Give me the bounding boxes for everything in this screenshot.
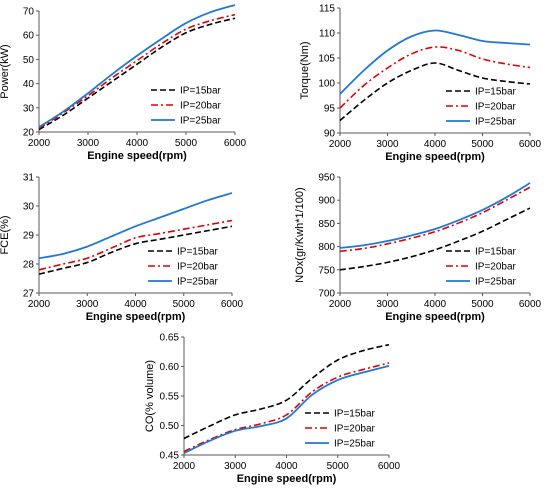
y-tick-label: 0.50 xyxy=(160,421,180,432)
x-tick-label: 2000 xyxy=(329,139,352,150)
y-tick-label: 105 xyxy=(318,54,335,65)
x-axis-title: Engine speed(rpm) xyxy=(87,150,187,162)
series-line xyxy=(38,13,236,130)
x-tick-label: 5000 xyxy=(175,138,198,149)
x-tick-label: 6000 xyxy=(378,461,401,472)
chart-panel: 0.45 0.50 0.55 0.60 0.65 2000 3000 4000 5000 6000… xyxy=(144,333,401,486)
x-tick-label: 2000 xyxy=(173,461,196,472)
chart-panel: 700 750 800 850 900 950 2000 3000 4000 5000 6000 En… xyxy=(294,173,542,324)
x-tick-label: 5000 xyxy=(173,299,196,310)
y-axis-title: Power(kW) xyxy=(0,44,11,98)
x-tick-label: 3000 xyxy=(76,299,99,310)
series-line xyxy=(339,62,531,122)
legend-label: IP=20bar xyxy=(180,101,222,112)
x-tick-label: 6000 xyxy=(519,299,542,310)
x-tick-label: 2000 xyxy=(28,299,51,310)
series-line xyxy=(38,4,236,128)
y-tick-label: 90 xyxy=(324,129,336,140)
series-line xyxy=(183,365,390,455)
legend-label: IP=25bar xyxy=(475,277,517,288)
series-line xyxy=(38,17,236,131)
y-tick-label: 60 xyxy=(23,31,35,42)
legend-label: IP=25bar xyxy=(475,117,517,128)
series-line xyxy=(339,186,531,253)
series-line xyxy=(38,192,233,260)
y-axis-title: Torque(Nm) xyxy=(299,41,311,99)
y-axis-title: FCE(%) xyxy=(0,215,11,254)
y-tick-label: 900 xyxy=(318,196,335,207)
series-line xyxy=(339,182,531,249)
x-tick-label: 2000 xyxy=(329,299,352,310)
series-line xyxy=(183,362,390,453)
legend-label: IP=20bar xyxy=(334,424,376,435)
legend-label: IP=15bar xyxy=(177,247,219,258)
series-line xyxy=(38,219,233,271)
y-axis-title: NOx(gr/Kwh*1/100) xyxy=(294,187,306,282)
y-axis-title: CO(% volume) xyxy=(144,360,156,432)
x-tick-label: 3000 xyxy=(376,139,399,150)
y-tick-label: 0.60 xyxy=(160,362,180,373)
y-tick-label: 850 xyxy=(318,219,335,230)
x-tick-label: 5000 xyxy=(471,139,494,150)
y-tick-label: 50 xyxy=(23,55,35,66)
legend-label: IP=25bar xyxy=(180,116,222,127)
x-tick-label: 4000 xyxy=(424,139,447,150)
series-line xyxy=(339,29,531,95)
y-tick-label: 29 xyxy=(23,231,35,242)
chart-panel: 27 28 29 30 31 2000 3000 4000 5000 6000 Engine spe… xyxy=(0,173,244,324)
x-tick-label: 4000 xyxy=(124,299,147,310)
y-tick-label: 800 xyxy=(318,242,335,253)
y-tick-label: 28 xyxy=(23,260,35,271)
y-tick-label: 30 xyxy=(23,103,35,114)
x-tick-label: 3000 xyxy=(376,299,399,310)
x-axis-title: Engine speed(rpm) xyxy=(385,311,485,323)
x-tick-label: 3000 xyxy=(77,138,100,149)
y-tick-label: 0.45 xyxy=(160,451,180,462)
y-tick-label: 0.65 xyxy=(160,333,180,344)
series-line xyxy=(339,46,531,109)
legend-label: IP=25bar xyxy=(177,277,219,288)
legend-label: IP=20bar xyxy=(475,262,517,273)
y-tick-label: 100 xyxy=(318,79,335,90)
legend-label: IP=20bar xyxy=(177,262,219,273)
y-tick-label: 110 xyxy=(319,29,335,40)
y-tick-label: 27 xyxy=(23,289,35,300)
y-tick-label: 115 xyxy=(319,4,335,15)
x-tick-label: 5000 xyxy=(327,461,350,472)
y-tick-label: 70 xyxy=(23,7,35,18)
legend-label: IP=15bar xyxy=(180,86,222,97)
y-tick-label: 0.55 xyxy=(160,392,180,403)
y-tick-label: 950 xyxy=(318,173,335,184)
legend-label: IP=15bar xyxy=(475,247,517,258)
x-axis-title: Engine speed(rpm) xyxy=(237,473,337,485)
y-tick-label: 95 xyxy=(324,104,336,115)
legend-label: IP=25bar xyxy=(334,439,376,450)
y-tick-label: 750 xyxy=(318,265,335,276)
y-tick-label: 31 xyxy=(23,173,35,184)
x-tick-label: 5000 xyxy=(471,299,494,310)
chart-panel: 90 95 100 105 110 115 2000 3000 4000 5000 6000 Engi… xyxy=(299,4,542,164)
x-tick-label: 4000 xyxy=(275,461,298,472)
y-tick-label: 20 xyxy=(23,128,35,139)
chart-panel: 20 30 40 50 60 70 2000 3000 4000 5000 6000 Engine s… xyxy=(0,4,247,162)
y-tick-label: 700 xyxy=(318,289,335,300)
series-line xyxy=(339,207,531,271)
x-tick-label: 6000 xyxy=(519,139,542,150)
x-tick-label: 4000 xyxy=(424,299,447,310)
x-axis-title: Engine speed(rpm) xyxy=(385,151,485,163)
legend-label: IP=15bar xyxy=(475,87,517,98)
x-tick-label: 6000 xyxy=(221,299,244,310)
x-axis-title: Engine speed(rpm) xyxy=(86,311,186,323)
series-line xyxy=(183,343,390,440)
y-tick-label: 30 xyxy=(23,202,35,213)
x-tick-label: 6000 xyxy=(224,138,247,149)
x-tick-label: 3000 xyxy=(224,461,247,472)
x-tick-label: 2000 xyxy=(28,138,51,149)
legend-label: IP=15bar xyxy=(334,409,376,420)
series-line xyxy=(38,225,233,275)
legend-label: IP=20bar xyxy=(475,102,517,113)
y-tick-label: 40 xyxy=(23,79,35,90)
x-tick-label: 4000 xyxy=(126,138,149,149)
